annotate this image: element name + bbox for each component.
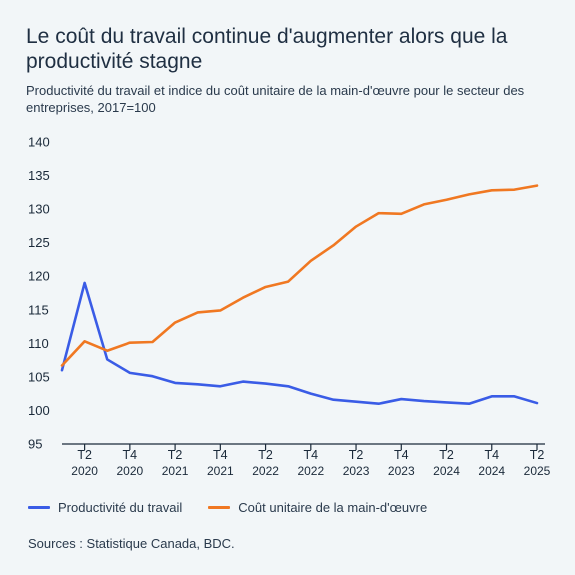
x-tick-label-year: 2021 — [162, 464, 189, 478]
x-tick-label-quarter: T2 — [258, 448, 273, 462]
x-tick-label-quarter: T4 — [123, 448, 138, 462]
x-tick-label-quarter: T2 — [77, 448, 92, 462]
x-tick-label-quarter: T2 — [530, 448, 545, 462]
legend-swatch-labour-cost — [208, 506, 231, 509]
chart-subtitle: Productivité du travail et indice du coû… — [26, 83, 525, 115]
legend-label-labour-cost: Coût unitaire de la main-d'œuvre — [238, 500, 428, 515]
x-tick-label-year: 2024 — [433, 464, 460, 478]
series-line-labour-cost — [60, 184, 539, 367]
y-tick-label: 100 — [28, 403, 50, 418]
legend-item-labour-cost: Coût unitaire de la main-d'œuvre — [208, 500, 427, 515]
series-line-productivity — [60, 281, 539, 406]
y-tick-label: 95 — [28, 437, 42, 452]
x-tick-label-quarter: T4 — [304, 448, 319, 462]
x-tick-label-year: 2025 — [524, 464, 551, 478]
x-tick-label-quarter: T2 — [168, 448, 183, 462]
y-tick-label: 125 — [28, 235, 50, 250]
x-tick-label-quarter: T4 — [394, 448, 409, 462]
y-tick-label: 140 — [28, 135, 50, 150]
x-tick-label-year: 2024 — [478, 464, 505, 478]
chart-legend: Productivité du travail Coût unitaire de… — [28, 500, 453, 515]
legend-item-productivity: Productivité du travail — [28, 500, 182, 515]
chart-title: Le coût du travail continue d'augmenter … — [26, 25, 508, 73]
legend-swatch-productivity — [28, 506, 50, 509]
y-tick-label: 130 — [28, 202, 50, 217]
y-tick-label: 115 — [28, 302, 49, 317]
x-tick-label-year: 2022 — [297, 464, 324, 478]
x-tick-label-quarter: T4 — [484, 448, 499, 462]
x-tick-label-quarter: T2 — [349, 448, 364, 462]
x-tick-label-year: 2020 — [117, 464, 144, 478]
chart-source: Sources : Statistique Canada, BDC. — [28, 536, 235, 551]
x-tick-label-quarter: T4 — [213, 448, 228, 462]
x-tick-label-year: 2023 — [343, 464, 370, 478]
x-tick-label-year: 2020 — [71, 464, 98, 478]
x-tick-label-year: 2022 — [252, 464, 279, 478]
x-tick-label-year: 2021 — [207, 464, 234, 478]
y-tick-label: 120 — [28, 269, 50, 284]
x-tick-label-year: 2023 — [388, 464, 415, 478]
legend-label-productivity: Productivité du travail — [58, 500, 183, 515]
y-tick-label: 135 — [28, 168, 50, 183]
y-tick-label: 105 — [28, 369, 50, 384]
x-tick-label-quarter: T2 — [439, 448, 454, 462]
y-tick-label: 110 — [28, 336, 49, 351]
